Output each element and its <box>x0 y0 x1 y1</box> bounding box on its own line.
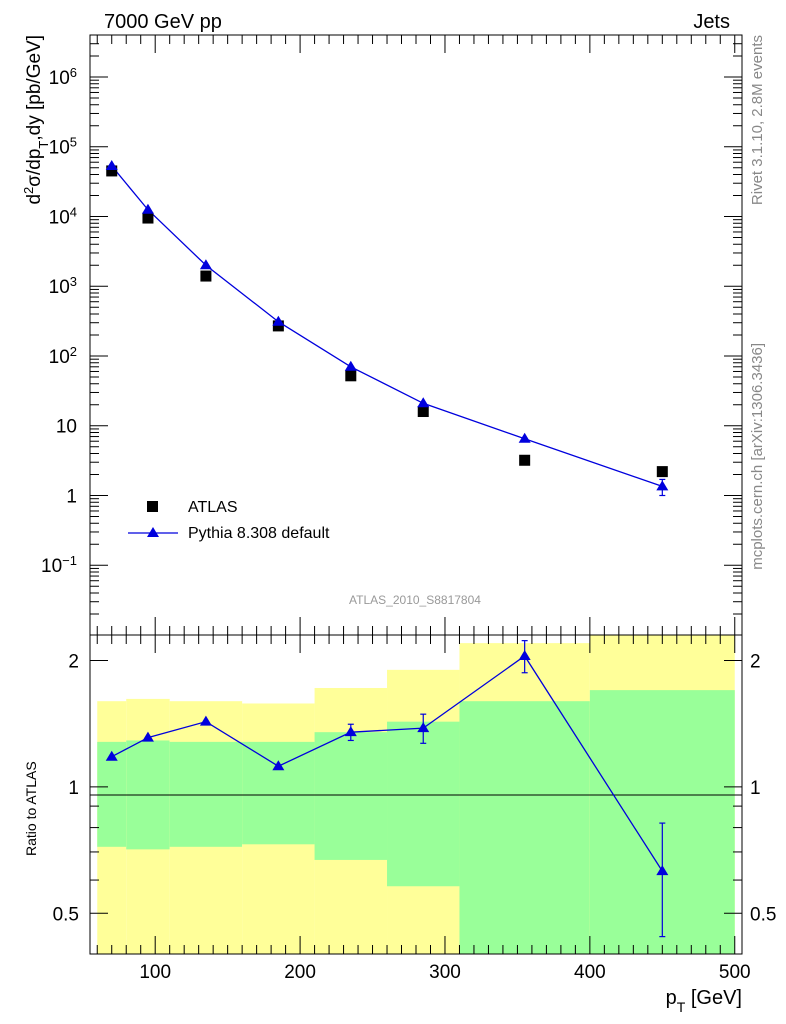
legend-mc-marker <box>147 527 159 537</box>
ratio-y-tick-label-right: 2 <box>750 651 761 672</box>
mc-line <box>111 165 663 488</box>
ratio-y-tick-labels: 0.5 0.5 1 1 2 2 <box>53 651 777 925</box>
ratio-point <box>518 649 531 660</box>
mc-point <box>272 315 285 326</box>
header-left: 7000 GeV pp <box>104 11 222 33</box>
y-tick-label: 105 <box>49 134 77 159</box>
y-tick-label: 10 <box>56 417 77 438</box>
ratio-point <box>199 715 212 726</box>
ratio-ylabel: Ratio to ATLAS <box>23 761 39 856</box>
x-tick-label: 300 <box>429 962 461 983</box>
ratio-point <box>105 750 118 761</box>
data-point <box>200 270 212 282</box>
ratio-panel: 0.5 0.5 1 1 2 2 100 200 300 400 500 Ratio to ATLA… <box>23 634 777 1015</box>
main-y-ticks <box>90 34 742 636</box>
ratio-series-line <box>111 655 663 872</box>
band-inner <box>314 732 388 860</box>
legend-data-marker <box>147 501 158 512</box>
x-tick-label: 200 <box>284 962 316 983</box>
data-point <box>519 454 531 466</box>
watermark: ATLAS_2010_S8817804 <box>349 593 481 607</box>
mc-point <box>141 203 154 214</box>
mc-series-line <box>111 165 663 488</box>
ratio-y-tick-label: 0.5 <box>53 904 79 925</box>
rivet-label: Rivet 3.1.10, 2.8M events <box>749 35 766 205</box>
legend-mc-label: Pythia 8.308 default <box>188 525 330 542</box>
x-tick-label: 500 <box>719 962 751 983</box>
data-series-points <box>106 165 668 478</box>
x-tick-label: 100 <box>139 962 171 983</box>
legend: ATLAS Pythia 8.308 default <box>128 499 330 542</box>
ratio-point <box>344 726 357 737</box>
ratio-point <box>417 722 430 733</box>
header-right: Jets <box>693 11 730 33</box>
data-point <box>417 406 429 418</box>
data-point <box>142 212 154 224</box>
ratio-point <box>272 760 285 771</box>
x-axis-label: pT [GeV] <box>666 987 742 1015</box>
mc-point <box>105 159 118 170</box>
ratio-point <box>141 731 154 742</box>
y-tick-label: 102 <box>49 343 77 368</box>
legend-data-label: ATLAS <box>188 499 238 516</box>
main-y-tick-labels: 10−1 1 10 102 103 104 105 106 <box>41 64 77 577</box>
ratio-y-tick-label: 2 <box>68 651 79 672</box>
band-inner <box>459 701 590 954</box>
mc-series-points <box>105 159 669 497</box>
ratio-y-tick-label: 1 <box>68 778 79 799</box>
y-tick-label: 106 <box>49 64 77 89</box>
ratio-point <box>656 865 669 876</box>
main-frame <box>89 34 743 636</box>
mc-point <box>344 360 357 371</box>
ratio-ticks <box>90 635 742 955</box>
data-point <box>345 370 357 382</box>
ratio-y-tick-label-right: 0.5 <box>750 904 776 925</box>
main-ylabel: d2σ/dpT,dy [pb/GeV] <box>21 35 51 205</box>
mcplots-label: mcplots.cern.ch [arXiv:1306.3436] <box>749 343 766 570</box>
ratio-y-tick-label-right: 1 <box>750 778 761 799</box>
main-panel: 10−1 1 10 102 103 104 105 106 d2σ/dpT,dy [pb/Ge… <box>21 34 743 636</box>
mc-point <box>656 480 669 491</box>
y-tick-label: 103 <box>49 274 77 299</box>
y-tick-label: 1 <box>66 486 77 507</box>
y-tick-label: 10−1 <box>41 553 77 578</box>
mc-point <box>199 259 212 270</box>
ratio-series-points <box>105 640 669 938</box>
data-point <box>272 320 284 332</box>
y-tick-label: 104 <box>49 204 77 229</box>
band-inner <box>387 721 460 887</box>
mc-point <box>518 432 531 443</box>
x-tick-label: 400 <box>574 962 606 983</box>
ratio-line <box>111 655 663 872</box>
data-point <box>106 165 118 177</box>
mc-point <box>417 397 430 408</box>
band-inner <box>169 741 243 847</box>
band-inner <box>242 741 315 845</box>
data-point <box>656 466 668 478</box>
x-tick-labels: 100 200 300 400 500 <box>139 962 750 983</box>
